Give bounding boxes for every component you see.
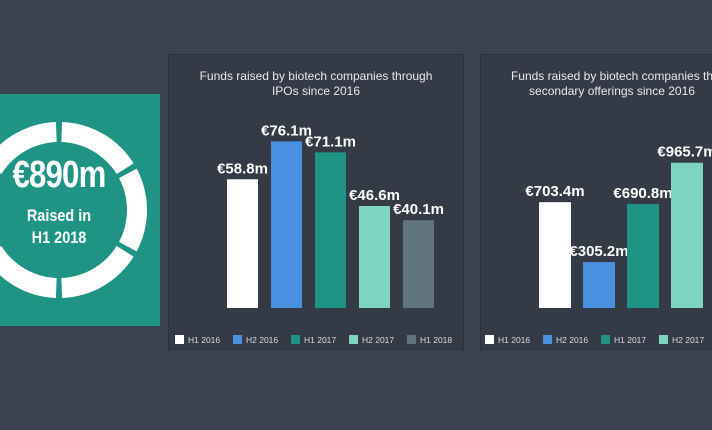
bar bbox=[627, 204, 659, 308]
chart-title-line1: Funds raised by biotech companies throug… bbox=[199, 69, 433, 83]
bar-value-label: €40.1m bbox=[393, 201, 444, 218]
legend-swatch bbox=[485, 335, 494, 344]
legend-swatch bbox=[659, 335, 668, 344]
legend-label: H1 2017 bbox=[304, 335, 336, 345]
legend-label: H1 2018 bbox=[420, 335, 452, 345]
chart-ipo: €58.8m €76.1m€71.1m €46.6m€40.1m H1 2016 H2 … bbox=[175, 122, 452, 345]
chart-title: Funds raised by biotech companies throug… bbox=[169, 69, 463, 99]
bar bbox=[315, 152, 346, 308]
bar-value-label: €703.4m bbox=[525, 183, 584, 200]
ring-segment bbox=[61, 122, 134, 174]
bar-value-label: €965.7m bbox=[657, 144, 712, 161]
bar-value-label: €690.8m bbox=[613, 185, 672, 202]
ring-segment bbox=[0, 246, 57, 298]
legend-label: H2 2017 bbox=[362, 335, 394, 345]
legend-label: H1 2016 bbox=[498, 335, 530, 345]
legend-label: H2 2016 bbox=[246, 335, 278, 345]
bar-value-label: €46.6m bbox=[349, 187, 400, 204]
ring-segment bbox=[61, 246, 134, 298]
legend-swatch bbox=[601, 335, 610, 344]
ring-segment bbox=[119, 168, 147, 252]
chart-title-line2: IPOs since 2016 bbox=[271, 84, 361, 98]
chart-panel-secondary: Funds raised by biotech companies th sec… bbox=[480, 54, 712, 350]
bar-value-label: €71.1m bbox=[305, 133, 356, 150]
bar bbox=[403, 220, 434, 308]
summary-panel: €890m Raised in H1 2018 bbox=[0, 94, 160, 326]
legend-swatch bbox=[291, 335, 300, 344]
legend-label: H1 2016 bbox=[188, 335, 220, 345]
legend-label: H1 2017 bbox=[614, 335, 646, 345]
ring-segment bbox=[0, 122, 57, 174]
summary-label-line1: Raised in bbox=[26, 206, 92, 225]
bar-value-label: €76.1m bbox=[261, 122, 312, 139]
legend-swatch bbox=[543, 335, 552, 344]
legend-swatch bbox=[175, 335, 184, 344]
bar-value-label: €305.2m bbox=[569, 243, 628, 260]
bar bbox=[539, 202, 571, 308]
chart-panel-ipo: Funds raised by biotech companies throug… bbox=[168, 54, 464, 350]
chart-title-line2: secondary offerings since 2016 bbox=[529, 84, 695, 98]
bar bbox=[227, 179, 258, 308]
legend-swatch bbox=[349, 335, 358, 344]
summary-ring bbox=[0, 122, 147, 298]
bar bbox=[359, 205, 390, 308]
bar-value-label: €58.8m bbox=[217, 160, 268, 177]
legend-swatch bbox=[407, 335, 416, 344]
summary-amount: €890m bbox=[12, 154, 107, 196]
bar bbox=[583, 262, 615, 308]
bar bbox=[271, 141, 302, 308]
chart-title-line1: Funds raised by biotech companies th bbox=[510, 69, 712, 83]
legend-label: H2 2017 bbox=[672, 335, 704, 345]
legend-swatch bbox=[233, 335, 242, 344]
bar bbox=[671, 162, 703, 308]
summary-label-line2: H1 2018 bbox=[31, 228, 87, 247]
legend-label: H2 2016 bbox=[556, 335, 588, 345]
chart-title: Funds raised by biotech companies th sec… bbox=[481, 69, 712, 99]
